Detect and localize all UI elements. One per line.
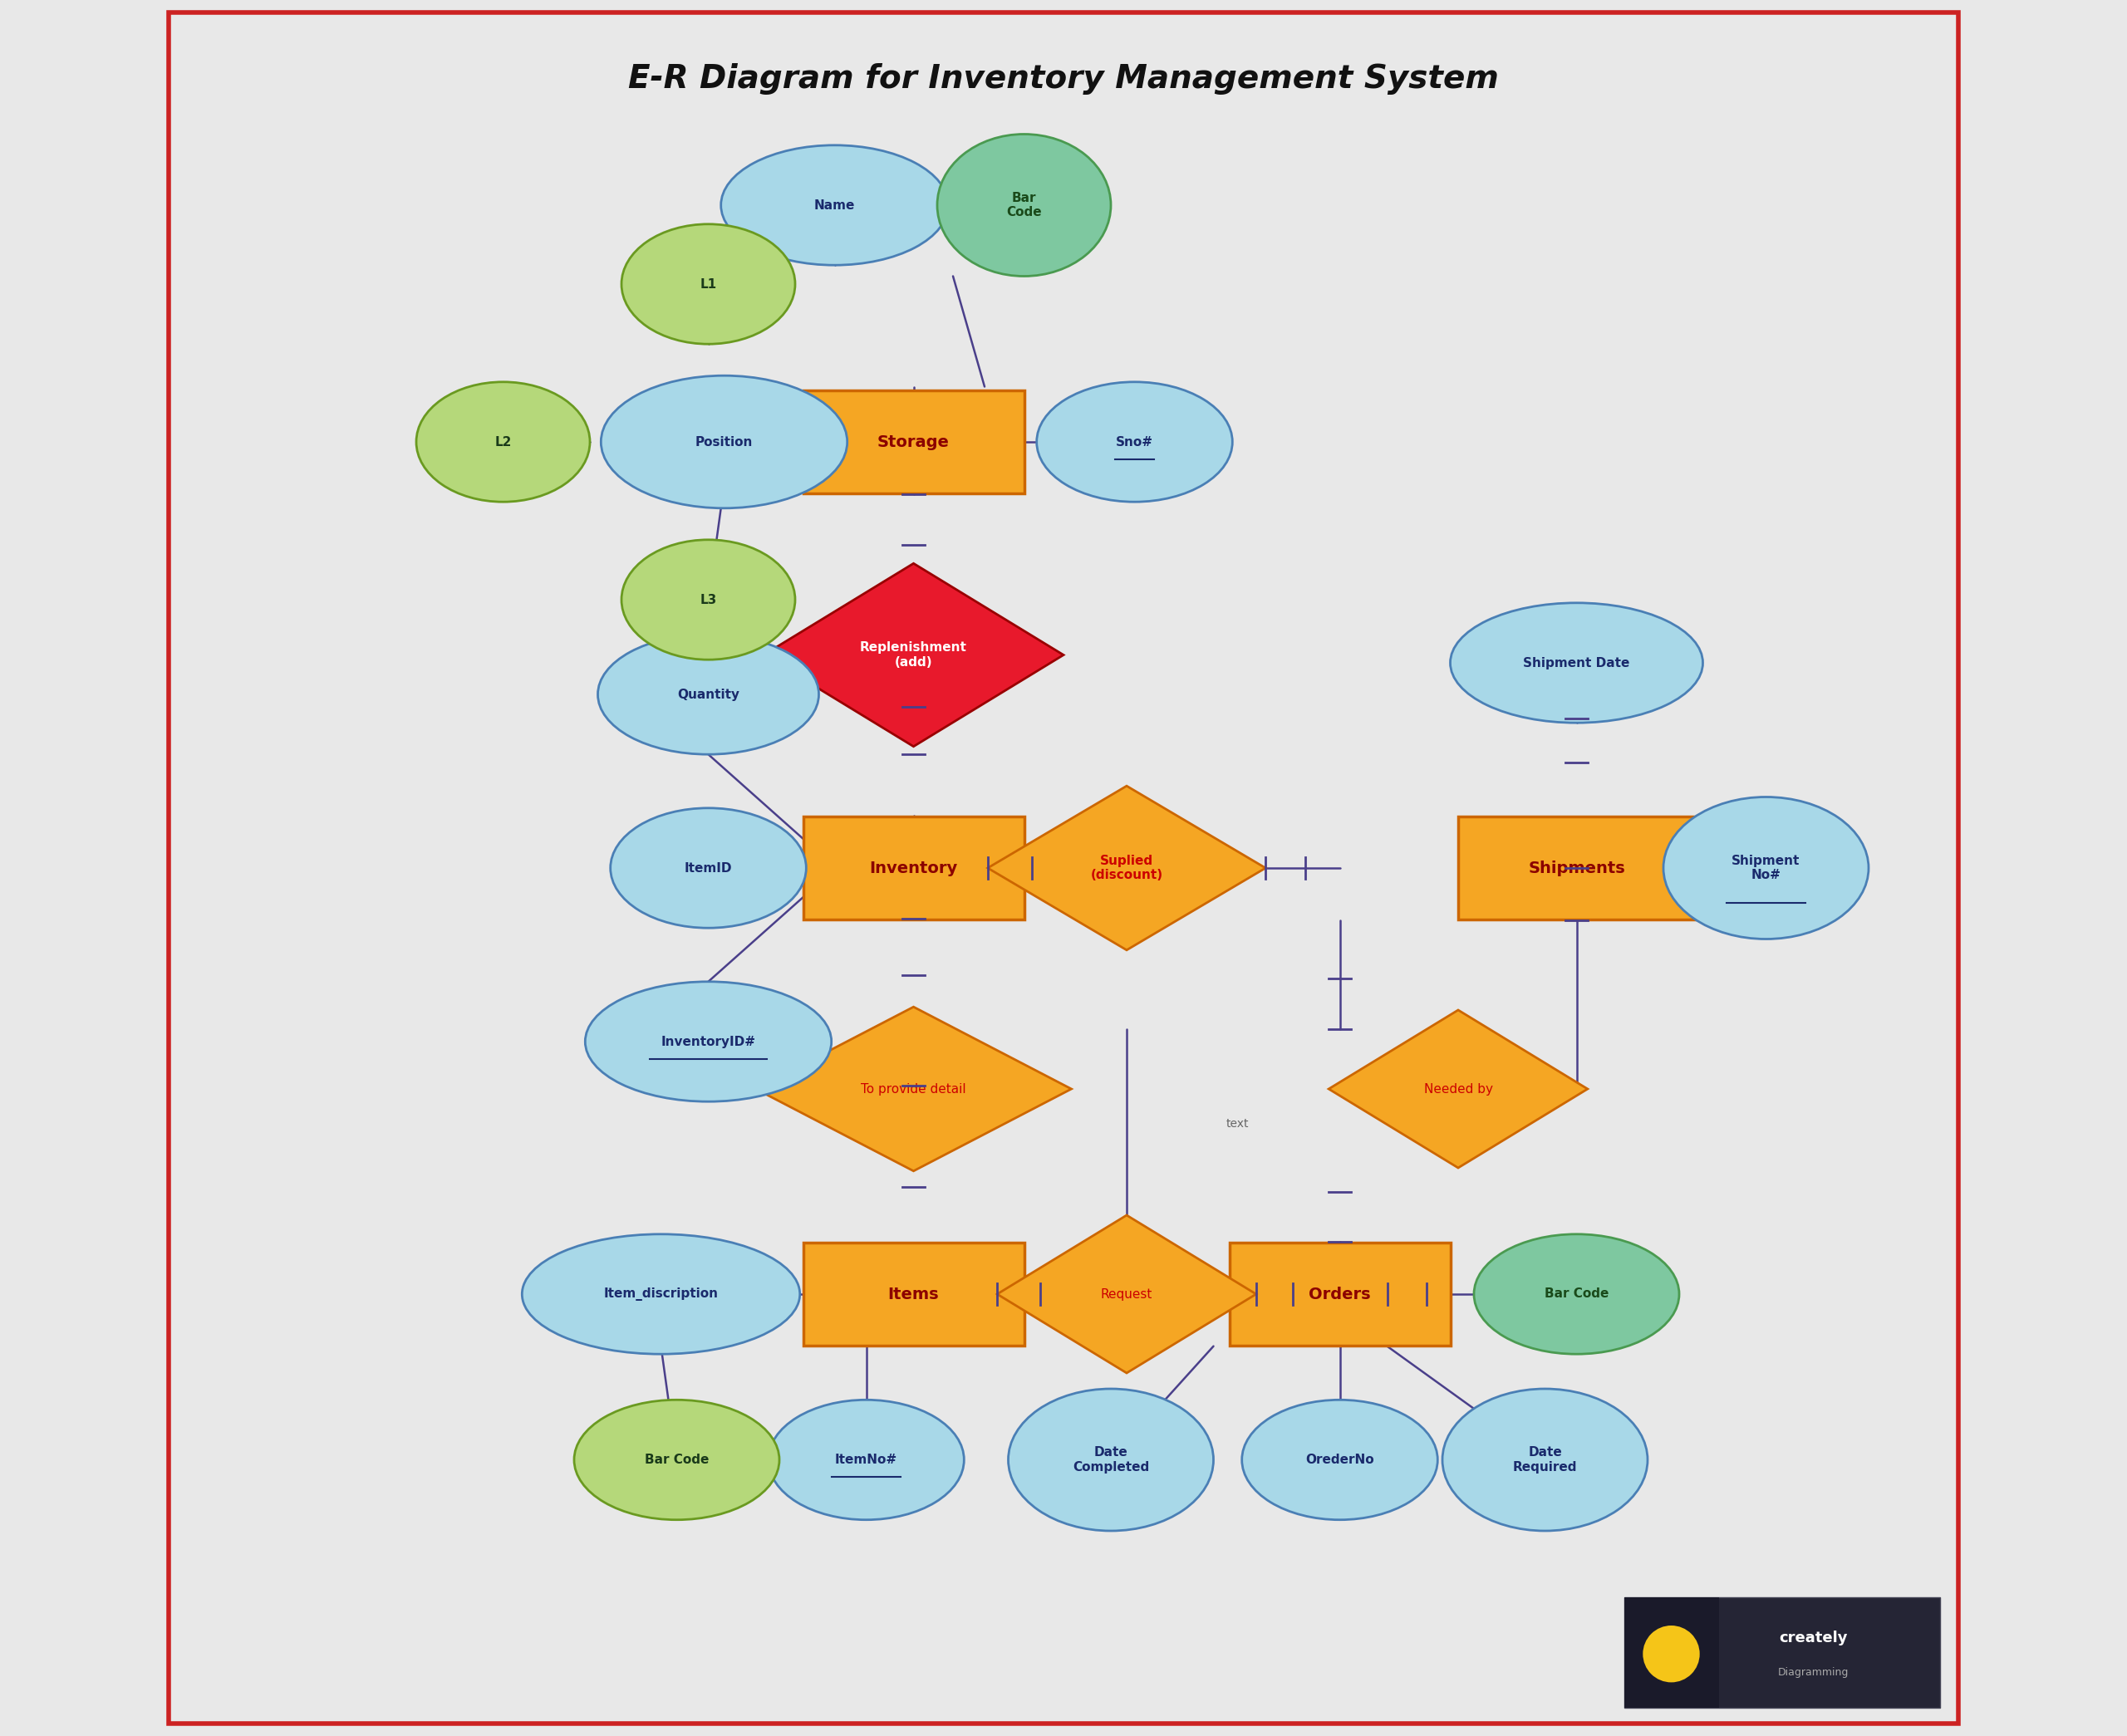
Text: Item_discription: Item_discription <box>604 1288 719 1300</box>
Text: E-R Diagram for Inventory Management System: E-R Diagram for Inventory Management Sys… <box>627 62 1500 95</box>
Text: Date
Completed: Date Completed <box>1072 1446 1149 1474</box>
Text: Inventory: Inventory <box>870 859 957 877</box>
Ellipse shape <box>1008 1389 1215 1531</box>
Text: ItemNo#: ItemNo# <box>836 1453 898 1465</box>
Text: Shipment Date: Shipment Date <box>1523 656 1629 668</box>
Text: Bar Code: Bar Code <box>1544 1288 1608 1300</box>
Ellipse shape <box>521 1234 800 1354</box>
Text: L3: L3 <box>700 594 717 606</box>
Ellipse shape <box>1442 1389 1648 1531</box>
Text: Request: Request <box>1102 1288 1153 1300</box>
Text: Quantity: Quantity <box>676 687 740 701</box>
FancyBboxPatch shape <box>1229 1243 1451 1345</box>
Polygon shape <box>987 786 1266 950</box>
Ellipse shape <box>938 134 1110 276</box>
Ellipse shape <box>1474 1234 1678 1354</box>
FancyBboxPatch shape <box>1459 816 1695 920</box>
Text: Date
Required: Date Required <box>1512 1446 1578 1474</box>
Ellipse shape <box>602 375 847 509</box>
Text: Orders: Orders <box>1308 1286 1370 1302</box>
FancyBboxPatch shape <box>804 391 1023 493</box>
Ellipse shape <box>1242 1399 1438 1519</box>
Text: L1: L1 <box>700 278 717 290</box>
Text: Bar Code: Bar Code <box>644 1453 708 1465</box>
Ellipse shape <box>1036 382 1232 502</box>
FancyBboxPatch shape <box>1623 1597 1719 1708</box>
Ellipse shape <box>621 540 795 660</box>
FancyBboxPatch shape <box>1623 1597 1940 1708</box>
Text: ItemID: ItemID <box>685 861 732 875</box>
Text: Replenishment
(add): Replenishment (add) <box>859 642 968 668</box>
Ellipse shape <box>610 807 806 929</box>
Text: To provide detail: To provide detail <box>861 1083 966 1095</box>
Text: Shipments: Shipments <box>1527 859 1625 877</box>
Text: L2: L2 <box>496 436 513 448</box>
Ellipse shape <box>598 634 819 755</box>
Ellipse shape <box>1663 797 1870 939</box>
Polygon shape <box>764 564 1064 746</box>
Text: Items: Items <box>887 1286 940 1302</box>
Polygon shape <box>1329 1010 1587 1168</box>
Text: Diagramming: Diagramming <box>1778 1668 1848 1679</box>
Text: Shipment
No#: Shipment No# <box>1731 854 1799 882</box>
Text: creately: creately <box>1778 1630 1848 1646</box>
Ellipse shape <box>721 146 949 266</box>
Text: OrederNo: OrederNo <box>1306 1453 1374 1465</box>
Text: Position: Position <box>696 436 753 448</box>
Polygon shape <box>998 1215 1257 1373</box>
Circle shape <box>1642 1625 1699 1682</box>
Text: Suplied
(discount): Suplied (discount) <box>1091 854 1163 882</box>
Polygon shape <box>755 1007 1072 1172</box>
Text: Name: Name <box>815 200 855 212</box>
Ellipse shape <box>585 981 832 1102</box>
Ellipse shape <box>574 1399 778 1519</box>
Ellipse shape <box>621 224 795 344</box>
Ellipse shape <box>417 382 589 502</box>
Text: Storage: Storage <box>878 434 949 450</box>
Text: InventoryID#: InventoryID# <box>661 1035 755 1049</box>
Text: text: text <box>1225 1118 1249 1130</box>
Ellipse shape <box>768 1399 964 1519</box>
Ellipse shape <box>1451 602 1704 722</box>
Text: Sno#: Sno# <box>1117 436 1153 448</box>
Text: Needed by: Needed by <box>1423 1083 1493 1095</box>
FancyBboxPatch shape <box>804 816 1023 920</box>
Text: Bar
Code: Bar Code <box>1006 191 1042 219</box>
FancyBboxPatch shape <box>804 1243 1023 1345</box>
